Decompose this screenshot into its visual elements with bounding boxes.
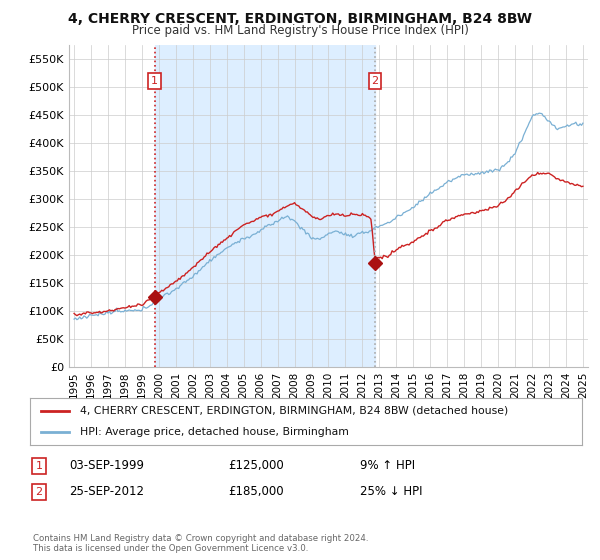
Text: £125,000: £125,000 [228, 459, 284, 473]
Text: 1: 1 [151, 76, 158, 86]
Text: HPI: Average price, detached house, Birmingham: HPI: Average price, detached house, Birm… [80, 427, 349, 437]
Text: 9% ↑ HPI: 9% ↑ HPI [360, 459, 415, 473]
Text: 03-SEP-1999: 03-SEP-1999 [69, 459, 144, 473]
Text: 1: 1 [35, 461, 43, 471]
Text: Price paid vs. HM Land Registry's House Price Index (HPI): Price paid vs. HM Land Registry's House … [131, 24, 469, 36]
Text: 4, CHERRY CRESCENT, ERDINGTON, BIRMINGHAM, B24 8BW: 4, CHERRY CRESCENT, ERDINGTON, BIRMINGHA… [68, 12, 532, 26]
Text: Contains HM Land Registry data © Crown copyright and database right 2024.
This d: Contains HM Land Registry data © Crown c… [33, 534, 368, 553]
Bar [155, 45, 375, 367]
Text: 25-SEP-2012: 25-SEP-2012 [69, 485, 144, 498]
Text: £185,000: £185,000 [228, 485, 284, 498]
Text: 2: 2 [371, 76, 379, 86]
Text: 4, CHERRY CRESCENT, ERDINGTON, BIRMINGHAM, B24 8BW (detached house): 4, CHERRY CRESCENT, ERDINGTON, BIRMINGHA… [80, 406, 508, 416]
Text: 2: 2 [35, 487, 43, 497]
Text: 25% ↓ HPI: 25% ↓ HPI [360, 485, 422, 498]
